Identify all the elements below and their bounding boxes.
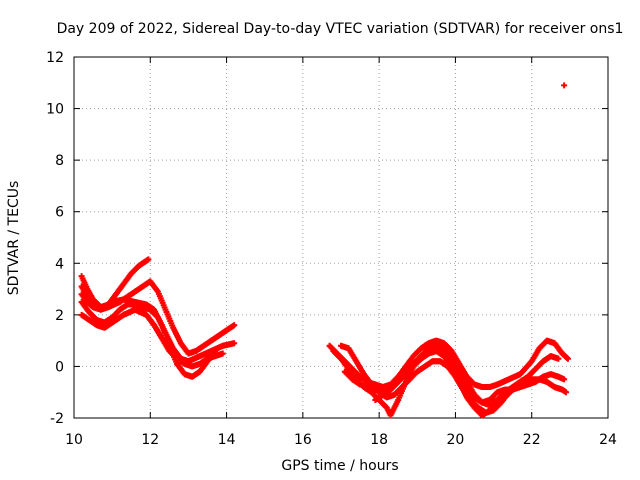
y-tick-label: 2 — [55, 308, 64, 324]
data-point — [564, 355, 571, 362]
x-tick-label: 16 — [294, 432, 312, 448]
y-tick-label: 10 — [46, 102, 64, 118]
grid-lines — [74, 57, 608, 418]
y-tick-label: 8 — [55, 153, 64, 169]
y-axis-label: SDTVAR / TECUs — [6, 181, 22, 296]
data-point — [524, 378, 531, 385]
x-tick-label: 10 — [65, 432, 83, 448]
y-tick-label: 6 — [55, 205, 64, 221]
data-point — [219, 350, 226, 357]
x-tick-label: 18 — [370, 432, 388, 448]
data-point — [563, 389, 570, 396]
chart-title: Day 209 of 2022, Sidereal Day-to-day VTE… — [57, 21, 624, 37]
data-point — [561, 82, 568, 89]
y-tick-label: 12 — [46, 50, 64, 66]
data-point — [561, 376, 568, 383]
data-points — [78, 82, 571, 419]
plot-frame — [73, 56, 609, 419]
y-tick-label: -2 — [50, 411, 64, 427]
x-axis-label: GPS time / hours — [281, 458, 398, 474]
y-tick-label: 0 — [55, 359, 64, 375]
data-point — [555, 355, 562, 362]
x-tick-label: 12 — [141, 432, 159, 448]
x-tick-label: 14 — [218, 432, 236, 448]
data-point — [145, 256, 152, 263]
data-point — [231, 322, 238, 329]
y-tick-label: 4 — [55, 256, 64, 272]
data-point — [231, 340, 238, 347]
x-tick-label: 22 — [523, 432, 541, 448]
x-tick-label: 20 — [447, 432, 465, 448]
x-tick-label: 24 — [599, 432, 617, 448]
